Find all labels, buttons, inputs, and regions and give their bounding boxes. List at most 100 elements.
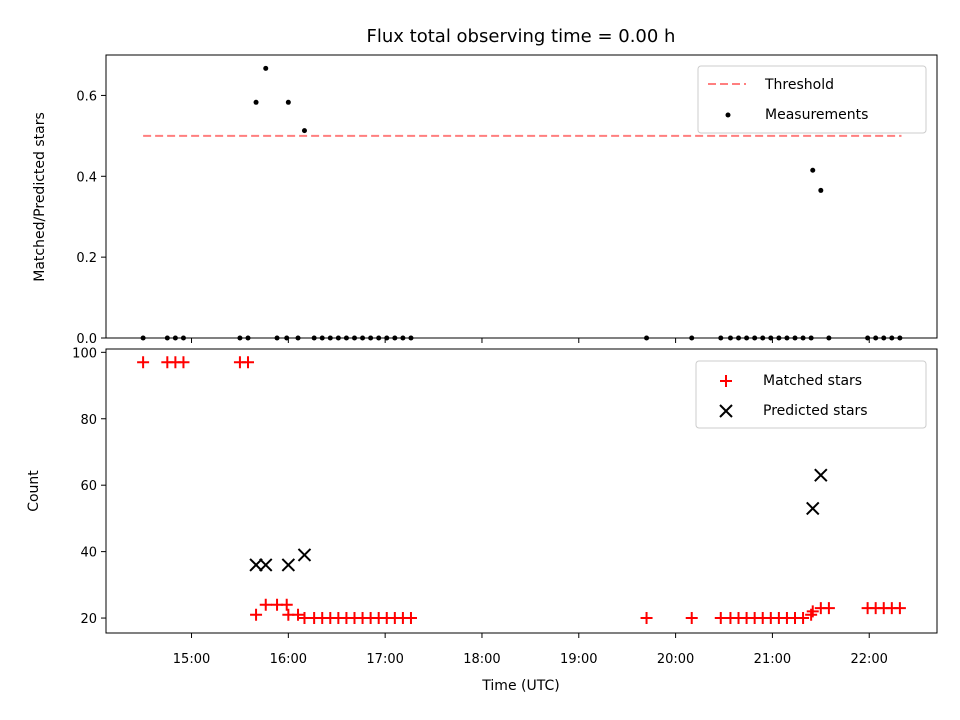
measurement-point <box>889 335 895 341</box>
bottom-y-tick-label: 20 <box>80 612 97 627</box>
x-tick-label: 19:00 <box>560 652 597 667</box>
bottom-panel: 20 40 60 80 100 15:00 16:00 17:00 18:00 19:00 20:… <box>26 346 938 694</box>
measurement-point <box>752 335 758 341</box>
predicted-star-point <box>297 548 312 562</box>
measurement-point <box>335 335 341 341</box>
measurement-point <box>253 99 259 105</box>
bottom-y-tick-label: 60 <box>80 479 97 494</box>
matched-stars-points <box>137 356 906 625</box>
measurement-point <box>301 128 307 134</box>
bottom-y-tick-label: 80 <box>80 413 97 428</box>
measurement-point <box>689 335 695 341</box>
top-legend-box <box>697 65 927 134</box>
measurement-point <box>164 335 170 341</box>
measurement-point <box>718 335 724 341</box>
measurement-point <box>237 335 243 341</box>
legend-predicted-label: Predicted stars <box>763 403 868 419</box>
matched-star-point <box>241 356 254 369</box>
matched-star-point <box>250 608 263 621</box>
measurement-point <box>140 335 146 341</box>
bottom-legend-box <box>695 360 927 429</box>
measurement-point <box>784 335 790 341</box>
measurement-point <box>274 335 280 341</box>
matched-star-point <box>259 598 272 611</box>
measurement-point <box>284 335 290 341</box>
legend-matched-label: Matched stars <box>763 373 862 389</box>
matched-star-point <box>893 602 906 615</box>
x-tick-label: 15:00 <box>173 652 210 667</box>
matched-star-point <box>822 602 835 615</box>
matched-star-point <box>806 605 819 618</box>
bottom-y-tick-label: 40 <box>80 546 97 561</box>
bottom-y-tick-label: 100 <box>72 346 97 361</box>
measurement-point <box>285 99 291 105</box>
predicted-stars-points <box>249 468 828 572</box>
top-panel-frame <box>105 54 938 339</box>
top-legend: Threshold Measurements <box>697 65 927 134</box>
measurement-point <box>897 335 903 341</box>
measurement-point <box>295 335 301 341</box>
legend-threshold-label: Threshold <box>764 77 834 93</box>
bottom-legend: Matched stars Predicted stars <box>695 360 927 429</box>
matched-star-point <box>292 608 305 621</box>
measurement-point <box>172 335 178 341</box>
measurement-point <box>644 335 650 341</box>
matched-star-point <box>177 356 190 369</box>
x-tick-label: 17:00 <box>366 652 403 667</box>
matched-star-point <box>404 612 417 625</box>
bottom-panel-frame <box>105 348 938 634</box>
bottom-y-ticks: 20 40 60 80 100 <box>72 346 106 627</box>
bottom-x-ticks: 15:00 16:00 17:00 18:00 19:00 20:00 21:00 22:00 <box>173 633 888 667</box>
measurement-point <box>263 65 269 71</box>
predicted-star-point <box>281 558 296 572</box>
top-y-tick-label: 0.4 <box>76 170 97 185</box>
matched-star-point <box>797 612 810 625</box>
measurement-point <box>384 335 390 341</box>
x-tick-label: 21:00 <box>754 652 791 667</box>
top-y-tick-label: 0.2 <box>76 251 97 266</box>
measurement-points <box>140 65 903 341</box>
legend-measurements-swatch <box>725 112 731 118</box>
bottom-x-axis-label: Time (UTC) <box>481 678 559 694</box>
legend-measurements-label: Measurements <box>765 107 868 123</box>
top-panel: 0.0 0.2 0.4 0.6 Matched/Predicted stars Thr… <box>32 54 938 347</box>
matched-star-point <box>640 612 653 625</box>
measurement-point <box>776 335 782 341</box>
measurement-point <box>327 335 333 341</box>
legend-matched-swatch <box>720 375 732 387</box>
x-tick-label: 16:00 <box>270 652 307 667</box>
measurement-point <box>760 335 766 341</box>
chart-title: Flux total observing time = 0.00 h <box>367 26 676 47</box>
predicted-star-point <box>806 501 820 516</box>
measurement-point <box>818 187 824 193</box>
matched-star-point <box>137 356 150 369</box>
measurement-point <box>736 335 742 341</box>
measurement-point <box>360 335 366 341</box>
measurement-point <box>727 335 733 341</box>
measurement-point <box>792 335 798 341</box>
top-y-tick-label: 0.6 <box>76 89 97 104</box>
measurement-point <box>180 335 186 341</box>
measurement-point <box>376 335 382 341</box>
measurement-point <box>808 335 814 341</box>
measurement-point <box>865 335 871 341</box>
measurement-point <box>810 167 816 173</box>
x-tick-label: 22:00 <box>850 652 887 667</box>
measurement-point <box>826 335 832 341</box>
measurement-point <box>768 335 774 341</box>
matched-star-point <box>280 598 293 611</box>
predicted-star-point <box>259 558 273 572</box>
measurement-point <box>392 335 398 341</box>
top-y-ticks: 0.0 0.2 0.4 0.6 <box>76 89 106 347</box>
measurement-point <box>744 335 750 341</box>
x-tick-label: 18:00 <box>463 652 500 667</box>
measurement-point <box>245 335 251 341</box>
x-tick-label: 20:00 <box>657 652 694 667</box>
matched-star-point <box>685 612 698 625</box>
measurement-point <box>343 335 349 341</box>
measurement-point <box>873 335 879 341</box>
measurement-point <box>351 335 357 341</box>
measurement-point <box>368 335 374 341</box>
legend-predicted-swatch <box>719 404 733 418</box>
